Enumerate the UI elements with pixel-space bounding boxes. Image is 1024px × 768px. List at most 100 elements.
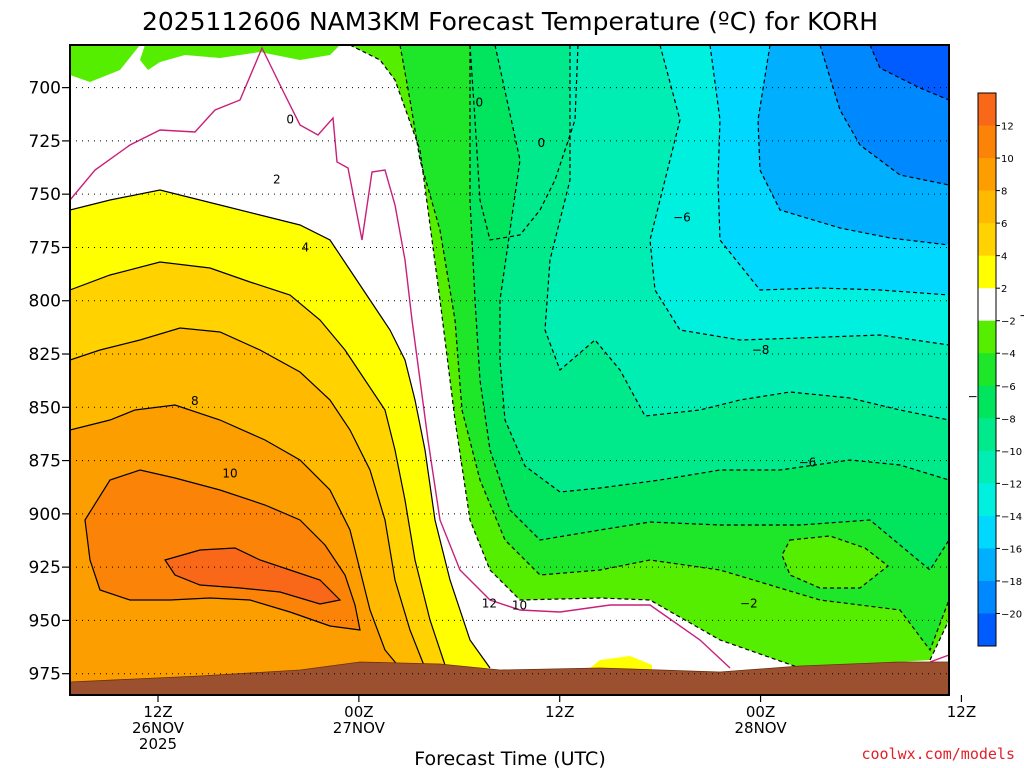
- colorbar-label: −12: [1001, 479, 1022, 490]
- colorbar-swatch: [978, 320, 996, 354]
- x-tick-label: 28NOV: [735, 719, 788, 737]
- colorbar-swatch: [978, 580, 996, 614]
- contour-label: 10: [512, 598, 527, 612]
- y-tick-label: 925: [29, 558, 61, 578]
- temperature-field: [70, 45, 949, 695]
- chart-title: 2025112606 NAM3KM Forecast Temperature (…: [142, 7, 878, 36]
- isotherm-minus-4: [399, 45, 949, 652]
- colorbar-frame: [977, 92, 997, 647]
- colorbar-swatch: [978, 255, 996, 289]
- plot-frame: [69, 44, 950, 696]
- contour-label: −2: [740, 596, 758, 610]
- colorbar-label: −20: [1001, 609, 1022, 620]
- colorbar-label: 8: [1001, 187, 1007, 198]
- y-tick-label: 900: [29, 505, 61, 525]
- contour-label: −6: [799, 456, 817, 470]
- colorbar-swatch: [978, 190, 996, 224]
- colorbar-swatch: [978, 548, 996, 582]
- contour-labels: 0 0 0 2 4 8 10 12 10 −2 −6 −8 −6 −8 −10 −12 −4: [191, 96, 1024, 613]
- y-tick-label: 775: [29, 238, 61, 258]
- y-tick-label: 875: [29, 452, 61, 472]
- band-below-minus-20: [870, 45, 949, 100]
- colorbar-label: 12: [1001, 122, 1014, 133]
- colorbar-label: −16: [1001, 544, 1022, 555]
- colorbar-label: −8: [1001, 414, 1016, 425]
- colorbar-label: −14: [1001, 512, 1022, 523]
- colorbar-swatch: [978, 418, 996, 452]
- x-tick-label: 00Z: [746, 703, 775, 721]
- isotherm-minus-6b: [469, 45, 579, 241]
- colorbar-label: 6: [1001, 219, 1007, 230]
- isotherm-minus-20: [869, 45, 949, 101]
- y-tick-label: 975: [29, 665, 61, 685]
- colorbar-label: 4: [1001, 252, 1007, 263]
- y-tick-label: 725: [29, 132, 61, 152]
- y-tick-label: 825: [29, 345, 61, 365]
- colorbar-label: −2: [1001, 317, 1016, 328]
- isotherm-minus-8: [494, 45, 949, 493]
- band-green-topleft: [70, 45, 140, 82]
- colorbar-swatch: [978, 288, 996, 322]
- y-tick-label: 850: [29, 398, 61, 418]
- band-above-12: [165, 548, 340, 604]
- isotherm-minus-12: [649, 45, 949, 346]
- colorbar-label: −18: [1001, 577, 1022, 588]
- isotherm-6: [70, 327, 426, 669]
- isotherm-lines: [70, 45, 949, 669]
- colorbar-swatch: [978, 483, 996, 517]
- band-green-topleft-2: [140, 45, 340, 70]
- colorbar-swatch: [978, 385, 996, 419]
- contour-label: −8: [752, 343, 770, 357]
- colorbar-label: 2: [1001, 284, 1007, 295]
- colorbar-label: −10: [1001, 447, 1022, 458]
- credit-link[interactable]: coolwx.com/models: [861, 745, 1015, 763]
- colorbar-label: −6: [1001, 382, 1016, 393]
- colorbar-label: −4: [1001, 349, 1016, 360]
- gridlines: [70, 87, 949, 675]
- isotherm-12: [164, 547, 342, 605]
- x-axis-title: Forecast Time (UTC): [414, 748, 605, 768]
- contour-label: −10: [1019, 309, 1024, 323]
- contour-label: 2: [273, 172, 281, 186]
- isotherm-2: [70, 189, 491, 669]
- colorbar-swatch: [978, 515, 996, 549]
- isotherm-0-right: [929, 654, 949, 663]
- colorbar-swatch: [978, 125, 996, 159]
- x-tick-label: 12Z: [545, 703, 574, 721]
- isotherm-0: [70, 46, 731, 669]
- contour-label: 0: [286, 113, 294, 127]
- contour-label: 10: [222, 466, 237, 480]
- warm-spot-minus-4: [782, 536, 888, 588]
- contour-label: −6: [673, 211, 691, 225]
- isotherm-10: [84, 469, 361, 631]
- y-axis: 700 725 750 775 800 825 850 875 900 925 950 975: [29, 79, 70, 685]
- colorbar-label: 10: [1001, 154, 1014, 165]
- contour-label: 4: [301, 240, 309, 254]
- x-tick-label: 2025: [139, 735, 177, 753]
- colorbar-swatch: [978, 158, 996, 192]
- isotherm-minus-6: [469, 45, 949, 571]
- colorbar-swatch: [978, 223, 996, 257]
- band-2-to-4-bottom: [590, 656, 652, 670]
- isotherm-minus-18: [819, 45, 949, 186]
- isotherm-4: [70, 261, 446, 666]
- y-tick-label: 800: [29, 292, 61, 312]
- colorbar-swatch: [978, 353, 996, 387]
- y-tick-label: 700: [29, 79, 61, 99]
- contour-label: 0: [537, 136, 545, 150]
- colorbar-swatch: [978, 450, 996, 484]
- x-tick-label: 00Z: [344, 703, 373, 721]
- x-tick-label: 26NOV: [132, 719, 185, 737]
- x-tick-label: 27NOV: [333, 719, 386, 737]
- contour-label: 12: [482, 596, 497, 610]
- isotherm-8: [70, 404, 401, 669]
- colorbar: 12 10 8 6 4 2 −2 −4 −6 −8 −10 −12 −14 −16 −18 −20: [977, 92, 1022, 647]
- isotherm-minus-10: [544, 45, 949, 421]
- y-tick-label: 950: [29, 611, 61, 631]
- x-tick-label: 12Z: [947, 703, 976, 721]
- contour-label: 8: [191, 394, 199, 408]
- colorbar-swatch: [978, 613, 996, 647]
- x-tick-label: 12Z: [143, 703, 172, 721]
